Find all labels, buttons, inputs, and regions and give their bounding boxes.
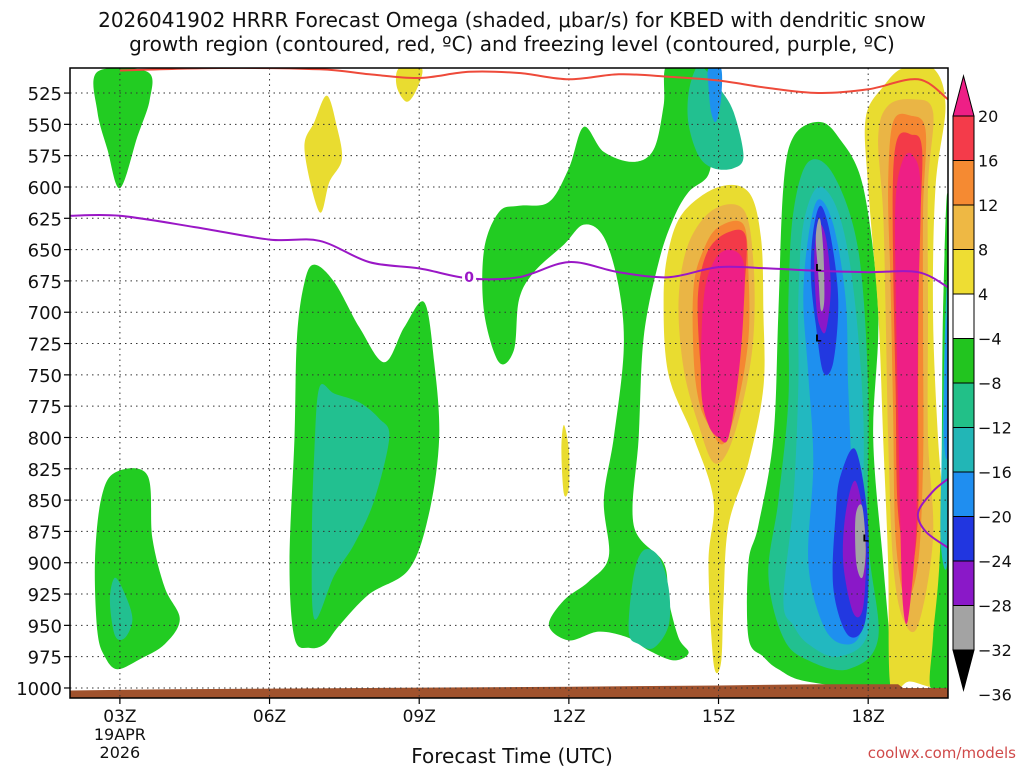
colorbar-label-1: 16 xyxy=(978,152,998,171)
low-marker-1: L xyxy=(815,333,822,344)
low-marker-0: L xyxy=(815,263,822,274)
colorbar-cell-6 xyxy=(952,338,975,384)
freezing-label-bg xyxy=(462,268,477,286)
chart-title: 2026041902 HRRR Forecast Omega (shaded, … xyxy=(0,8,1024,56)
colorbar-cell-8 xyxy=(952,427,975,473)
colorbar-label-6: −8 xyxy=(978,374,1002,393)
y-tick-label-650: 650 xyxy=(28,241,62,262)
y-tick-label-900: 900 xyxy=(28,554,62,575)
colorbar-cell-2 xyxy=(952,160,975,206)
shade-blob-q-magenta xyxy=(700,249,745,443)
title-line-1: 2026041902 HRRR Forecast Omega (shaded, … xyxy=(98,8,926,32)
shade-blob-j-yellow xyxy=(561,425,570,497)
x-tick-label-09Z: 09Z xyxy=(403,707,436,727)
colorbar-cell-1 xyxy=(952,115,975,161)
shade-blob-ai-blue xyxy=(943,315,948,460)
colorbar-label-7: −12 xyxy=(978,419,1012,438)
shade-blob-h-green xyxy=(482,68,720,661)
y-tick-label-700: 700 xyxy=(28,303,62,324)
colorbar-label-4: 4 xyxy=(978,285,988,304)
y-tick-label-925: 925 xyxy=(28,585,62,606)
y-tick-label-1000: 1000 xyxy=(16,679,62,700)
y-tick-label-825: 825 xyxy=(28,460,62,481)
colorbar-label-11: −28 xyxy=(978,597,1012,616)
freezing-level-line xyxy=(70,213,948,289)
plot-frame xyxy=(69,67,949,699)
x-tick-label-06Z: 06Z xyxy=(253,707,286,727)
colorbar-label-5: −4 xyxy=(978,330,1002,349)
shade-blob-x-gray xyxy=(815,218,825,312)
colorbar-label-10: −24 xyxy=(978,552,1012,571)
shade-blob-b-yellow xyxy=(304,95,343,213)
y-tick-label-575: 575 xyxy=(28,147,62,168)
colorbar-cell-11 xyxy=(952,560,975,606)
y-tick-label-600: 600 xyxy=(28,178,62,199)
colorbar-cell-4 xyxy=(952,249,975,295)
y-tick-label-975: 975 xyxy=(28,648,62,669)
colorbar-label-12: −32 xyxy=(978,641,1012,660)
y-tick-label-775: 775 xyxy=(28,397,62,418)
colorbar-top-cap xyxy=(952,74,975,117)
y-tick-label-750: 750 xyxy=(28,366,62,387)
y-tick-label-525: 525 xyxy=(28,84,62,105)
y-tick-label-725: 725 xyxy=(28,335,62,356)
colorbar-cell-12 xyxy=(952,605,975,651)
x-tick-label-03Z: 03Z xyxy=(103,707,136,727)
y-tick-label-875: 875 xyxy=(28,522,62,543)
y-tick-label-625: 625 xyxy=(28,209,62,230)
title-line-2: growth region (contoured, red, ºC) and f… xyxy=(129,32,895,56)
y-tick-label-850: 850 xyxy=(28,491,62,512)
colorbar-label-0: 20 xyxy=(978,107,998,126)
colorbar-cell-5 xyxy=(952,293,975,339)
y-tick-label-800: 800 xyxy=(28,428,62,449)
shade-blob-ag-green xyxy=(929,193,948,698)
freezing-level-label: 0 xyxy=(464,270,474,286)
colorbar-cell-7 xyxy=(952,382,975,428)
x-tick-label-18Z: 18Z xyxy=(852,707,885,727)
freezing-level-lower-line xyxy=(916,478,948,549)
colorbar-label-8: −16 xyxy=(978,463,1012,482)
colorbar-label-9: −20 xyxy=(978,508,1012,527)
colorbar-bottom-cap xyxy=(952,649,975,692)
x-sublabel-1: 2026 xyxy=(100,743,141,762)
y-tick-label-550: 550 xyxy=(28,115,62,136)
colorbar-label-2: 12 xyxy=(978,196,998,215)
x-sublabel-0: 19APR xyxy=(94,725,146,744)
shade-blob-i-teal xyxy=(628,548,671,650)
x-tick-label-12Z: 12Z xyxy=(552,707,585,727)
colorbar-cell-9 xyxy=(952,471,975,517)
shade-blob-a-green xyxy=(93,68,153,189)
colorbar-cell-10 xyxy=(952,516,975,562)
shade-blob-l-blue xyxy=(707,68,723,123)
colorbar-cell-3 xyxy=(952,204,975,250)
colorbar-label-13: −36 xyxy=(978,686,1012,705)
y-axis: 525 550 575 600 625 650 675 700 725 750 775 800 825 8… xyxy=(16,84,70,700)
omega-shading xyxy=(70,68,948,698)
low-marker-2: L xyxy=(863,534,870,545)
dgz-contour-line xyxy=(119,68,948,101)
y-tick-label-675: 675 xyxy=(28,272,62,293)
y-tick-label-950: 950 xyxy=(28,616,62,637)
shade-blob-aa-gray xyxy=(855,504,866,579)
shade-blob-e-teal xyxy=(311,384,390,620)
colorbar: 20 16 12 8 4 −4 −8 −12 −16 −20 −24 −28 −32 −36 xyxy=(952,74,1012,705)
shade-blob-g-teal xyxy=(109,577,133,641)
colorbar-label-3: 8 xyxy=(978,241,988,260)
x-tick-label-15Z: 15Z xyxy=(702,707,735,727)
grid xyxy=(70,68,948,698)
footer-url: coolwx.com/models xyxy=(867,744,1016,762)
contours: 0 L L L xyxy=(70,68,948,549)
terrain-surface xyxy=(70,684,948,698)
x-axis-label: Forecast Time (UTC) xyxy=(411,744,613,768)
